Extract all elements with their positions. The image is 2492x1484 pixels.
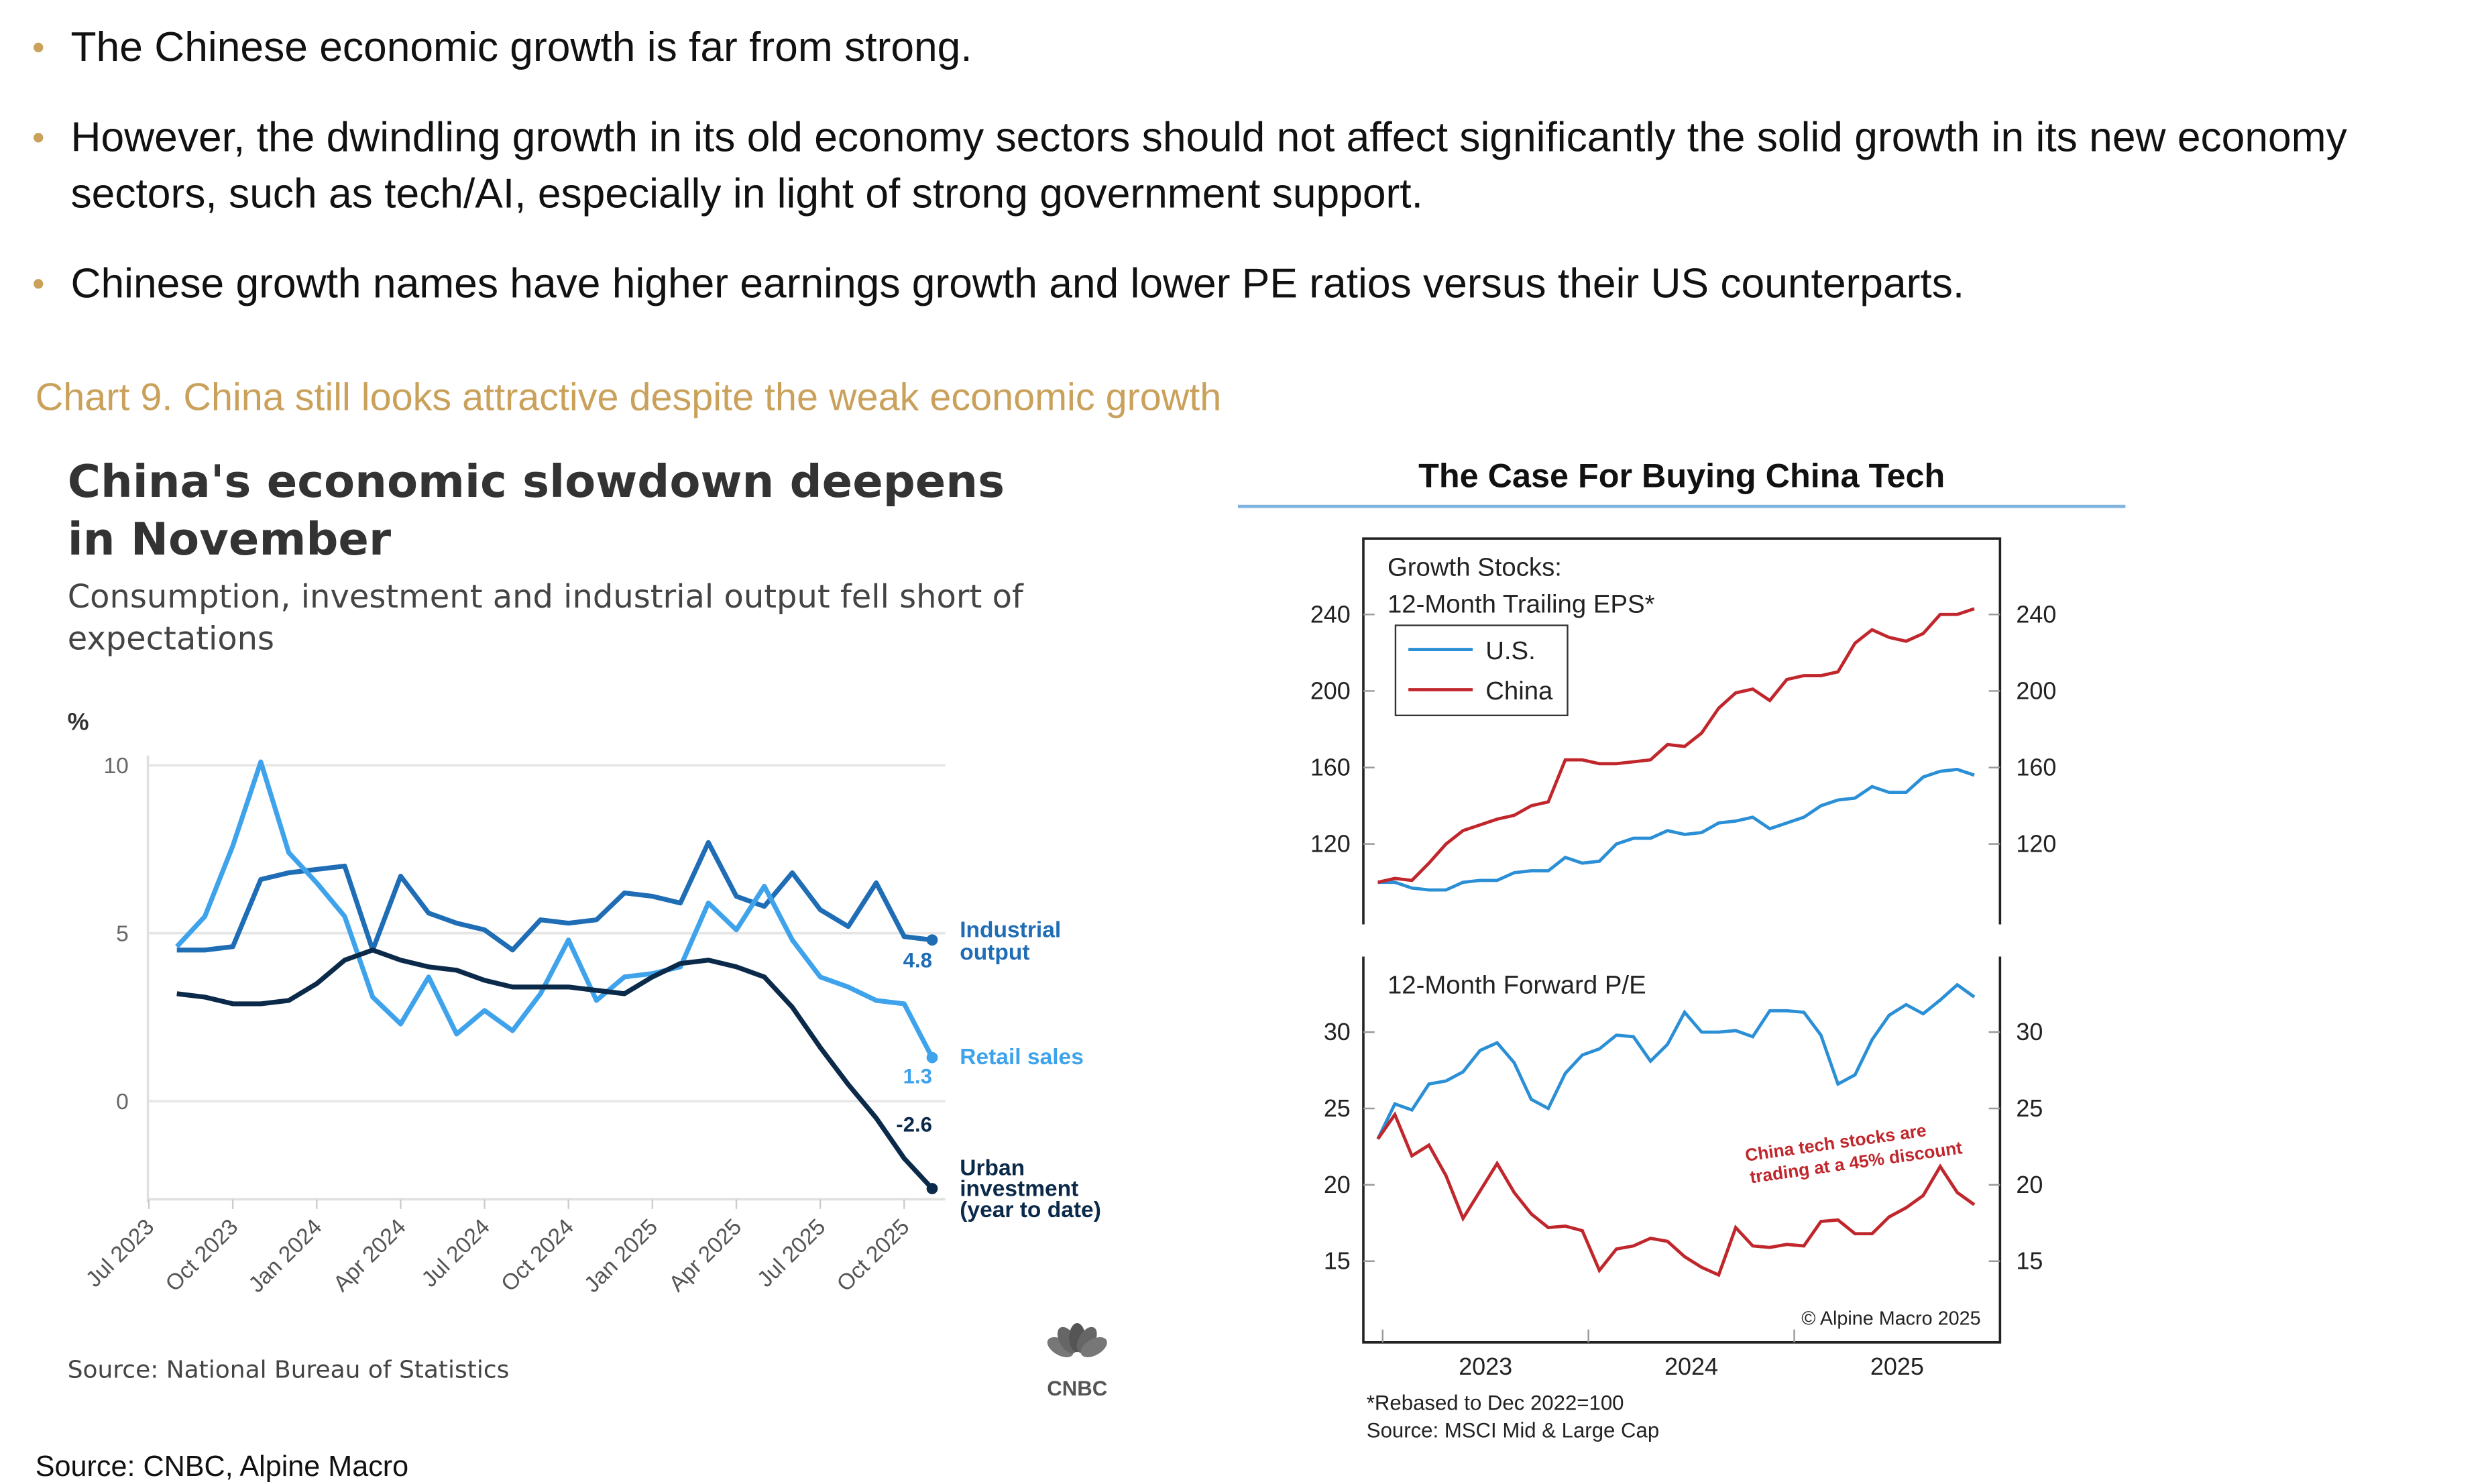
chart-caption: Chart 9. China still looks attractive de… (35, 376, 1222, 420)
eps-line-0 (1377, 767, 1975, 892)
right-line-chart: 240 240 200 200 160 160 120 120 30 30 25 25 20 20 15 15… (1310, 537, 2056, 1442)
series-line-2 (176, 948, 934, 1190)
bullet-text: However, the dwindling growth in its old… (70, 112, 2347, 217)
x-tick-label: Jul 2024 (417, 1214, 495, 1292)
y-tick-label-left: 160 (1310, 754, 1351, 781)
right-chart-title: The Case For Buying China Tech (1418, 458, 1945, 496)
x-tick-label: Apr 2025 (665, 1214, 746, 1296)
x-tick-label: Oct 2025 (832, 1214, 914, 1296)
x-tick-label: 2024 (1664, 1353, 1718, 1380)
end-value-label: -2.6 (896, 1112, 932, 1136)
footnote: *Rebased to Dec 2022=100 (1367, 1391, 1624, 1415)
pe-line-0 (1376, 982, 1976, 1140)
series-end-point (926, 1183, 938, 1194)
y-tick-label-right: 240 (2016, 600, 2056, 628)
y-tick-label-right: 160 (2016, 754, 2056, 781)
title-underline (1237, 504, 2126, 508)
left-chart-source: Source: National Bureau of Statistics (67, 1355, 510, 1385)
y-tick-label-right: 200 (2016, 677, 2056, 704)
x-tick-label: Apr 2024 (329, 1214, 410, 1296)
x-tick-label: 2025 (1870, 1353, 1924, 1380)
x-tick-label: 2023 (1459, 1353, 1512, 1380)
copyright: © Alpine Macro 2025 (1801, 1308, 1980, 1329)
cnbc-logo-text: CNBC (1047, 1377, 1107, 1399)
y-tick-label-left: 15 (1324, 1247, 1351, 1275)
panel-frame-bottom (1362, 956, 2002, 1344)
bullet-item: • The Chinese economic growth is far from… (32, 19, 2444, 76)
y-tick-label-right: 15 (2016, 1247, 2043, 1275)
left-chart-subtitle: Consumption, investment and industrial o… (67, 577, 1023, 658)
panel-frame-top (1362, 537, 2002, 925)
x-tick-label: Jul 2025 (753, 1214, 831, 1292)
series-label: output (960, 940, 1029, 965)
legend-label: China (1485, 677, 1553, 705)
bullet-text: Chinese growth names have higher earning… (70, 258, 1965, 307)
bullet-item: • Chinese growth names have higher earnin… (32, 255, 2444, 312)
y-tick-label-left: 120 (1310, 830, 1351, 858)
series-label: Retail sales (960, 1045, 1084, 1070)
y-tick-label: 5 (116, 922, 129, 947)
series-label: (year to date) (960, 1198, 1101, 1222)
y-tick-label-left: 25 (1324, 1094, 1351, 1122)
y-tick-label-left: 20 (1324, 1171, 1351, 1198)
end-value-label: 4.8 (903, 948, 932, 972)
y-tick-label-left: 200 (1310, 677, 1351, 704)
x-tick-label: Jan 2024 (244, 1214, 327, 1298)
bullet-text: The Chinese economic growth is far from … (70, 22, 972, 71)
bullet-dot-icon: • (32, 264, 45, 304)
series-label: investment (960, 1177, 1078, 1202)
series-line-1 (175, 759, 935, 1059)
panel-title: Growth Stocks: (1387, 553, 1562, 581)
panel-title: 12-Month Forward P/E (1387, 971, 1646, 1000)
y-tick-label-right: 120 (2016, 830, 2056, 858)
bullet-dot-icon: • (32, 117, 45, 158)
series-label: Industrial (960, 918, 1061, 943)
x-tick-label: Oct 2023 (161, 1214, 243, 1296)
y-tick-label-right: 25 (2016, 1094, 2043, 1122)
y-tick-label: 0 (116, 1090, 129, 1115)
y-axis-unit: % (68, 707, 89, 735)
right-chart-source: Source: MSCI Mid & Large Cap (1367, 1418, 1659, 1442)
cnbc-logo: CNBC (1047, 1323, 1107, 1399)
y-tick-label-right: 30 (2016, 1018, 2043, 1045)
legend-label: U.S. (1485, 636, 1536, 665)
x-tick-label: Jan 2025 (579, 1214, 663, 1298)
series-end-point (926, 1051, 938, 1064)
bullet-dot-icon: • (32, 27, 45, 68)
y-tick-label: 10 (103, 754, 128, 779)
x-tick-label: Jul 2023 (81, 1214, 159, 1292)
eps-line-1 (1377, 607, 1975, 884)
pe-line-1 (1376, 1111, 1976, 1277)
x-tick-label: Oct 2024 (497, 1214, 579, 1296)
y-tick-label-left: 240 (1310, 600, 1351, 628)
y-tick-label-right: 20 (2016, 1171, 2043, 1198)
legend-box (1394, 624, 1569, 717)
series-label: Urban (960, 1155, 1025, 1180)
panel-title: 12-Month Trailing EPS* (1387, 589, 1655, 618)
left-chart-title: China's economic slowdown deepens in Nov… (67, 455, 1005, 566)
global-source: Source: CNBC, Alpine Macro (35, 1450, 409, 1483)
bullet-item: • However, the dwindling growth in its ol… (32, 109, 2444, 222)
series-end-point (926, 934, 938, 946)
y-tick-label-left: 30 (1324, 1018, 1351, 1045)
end-value-label: 1.3 (903, 1064, 932, 1088)
